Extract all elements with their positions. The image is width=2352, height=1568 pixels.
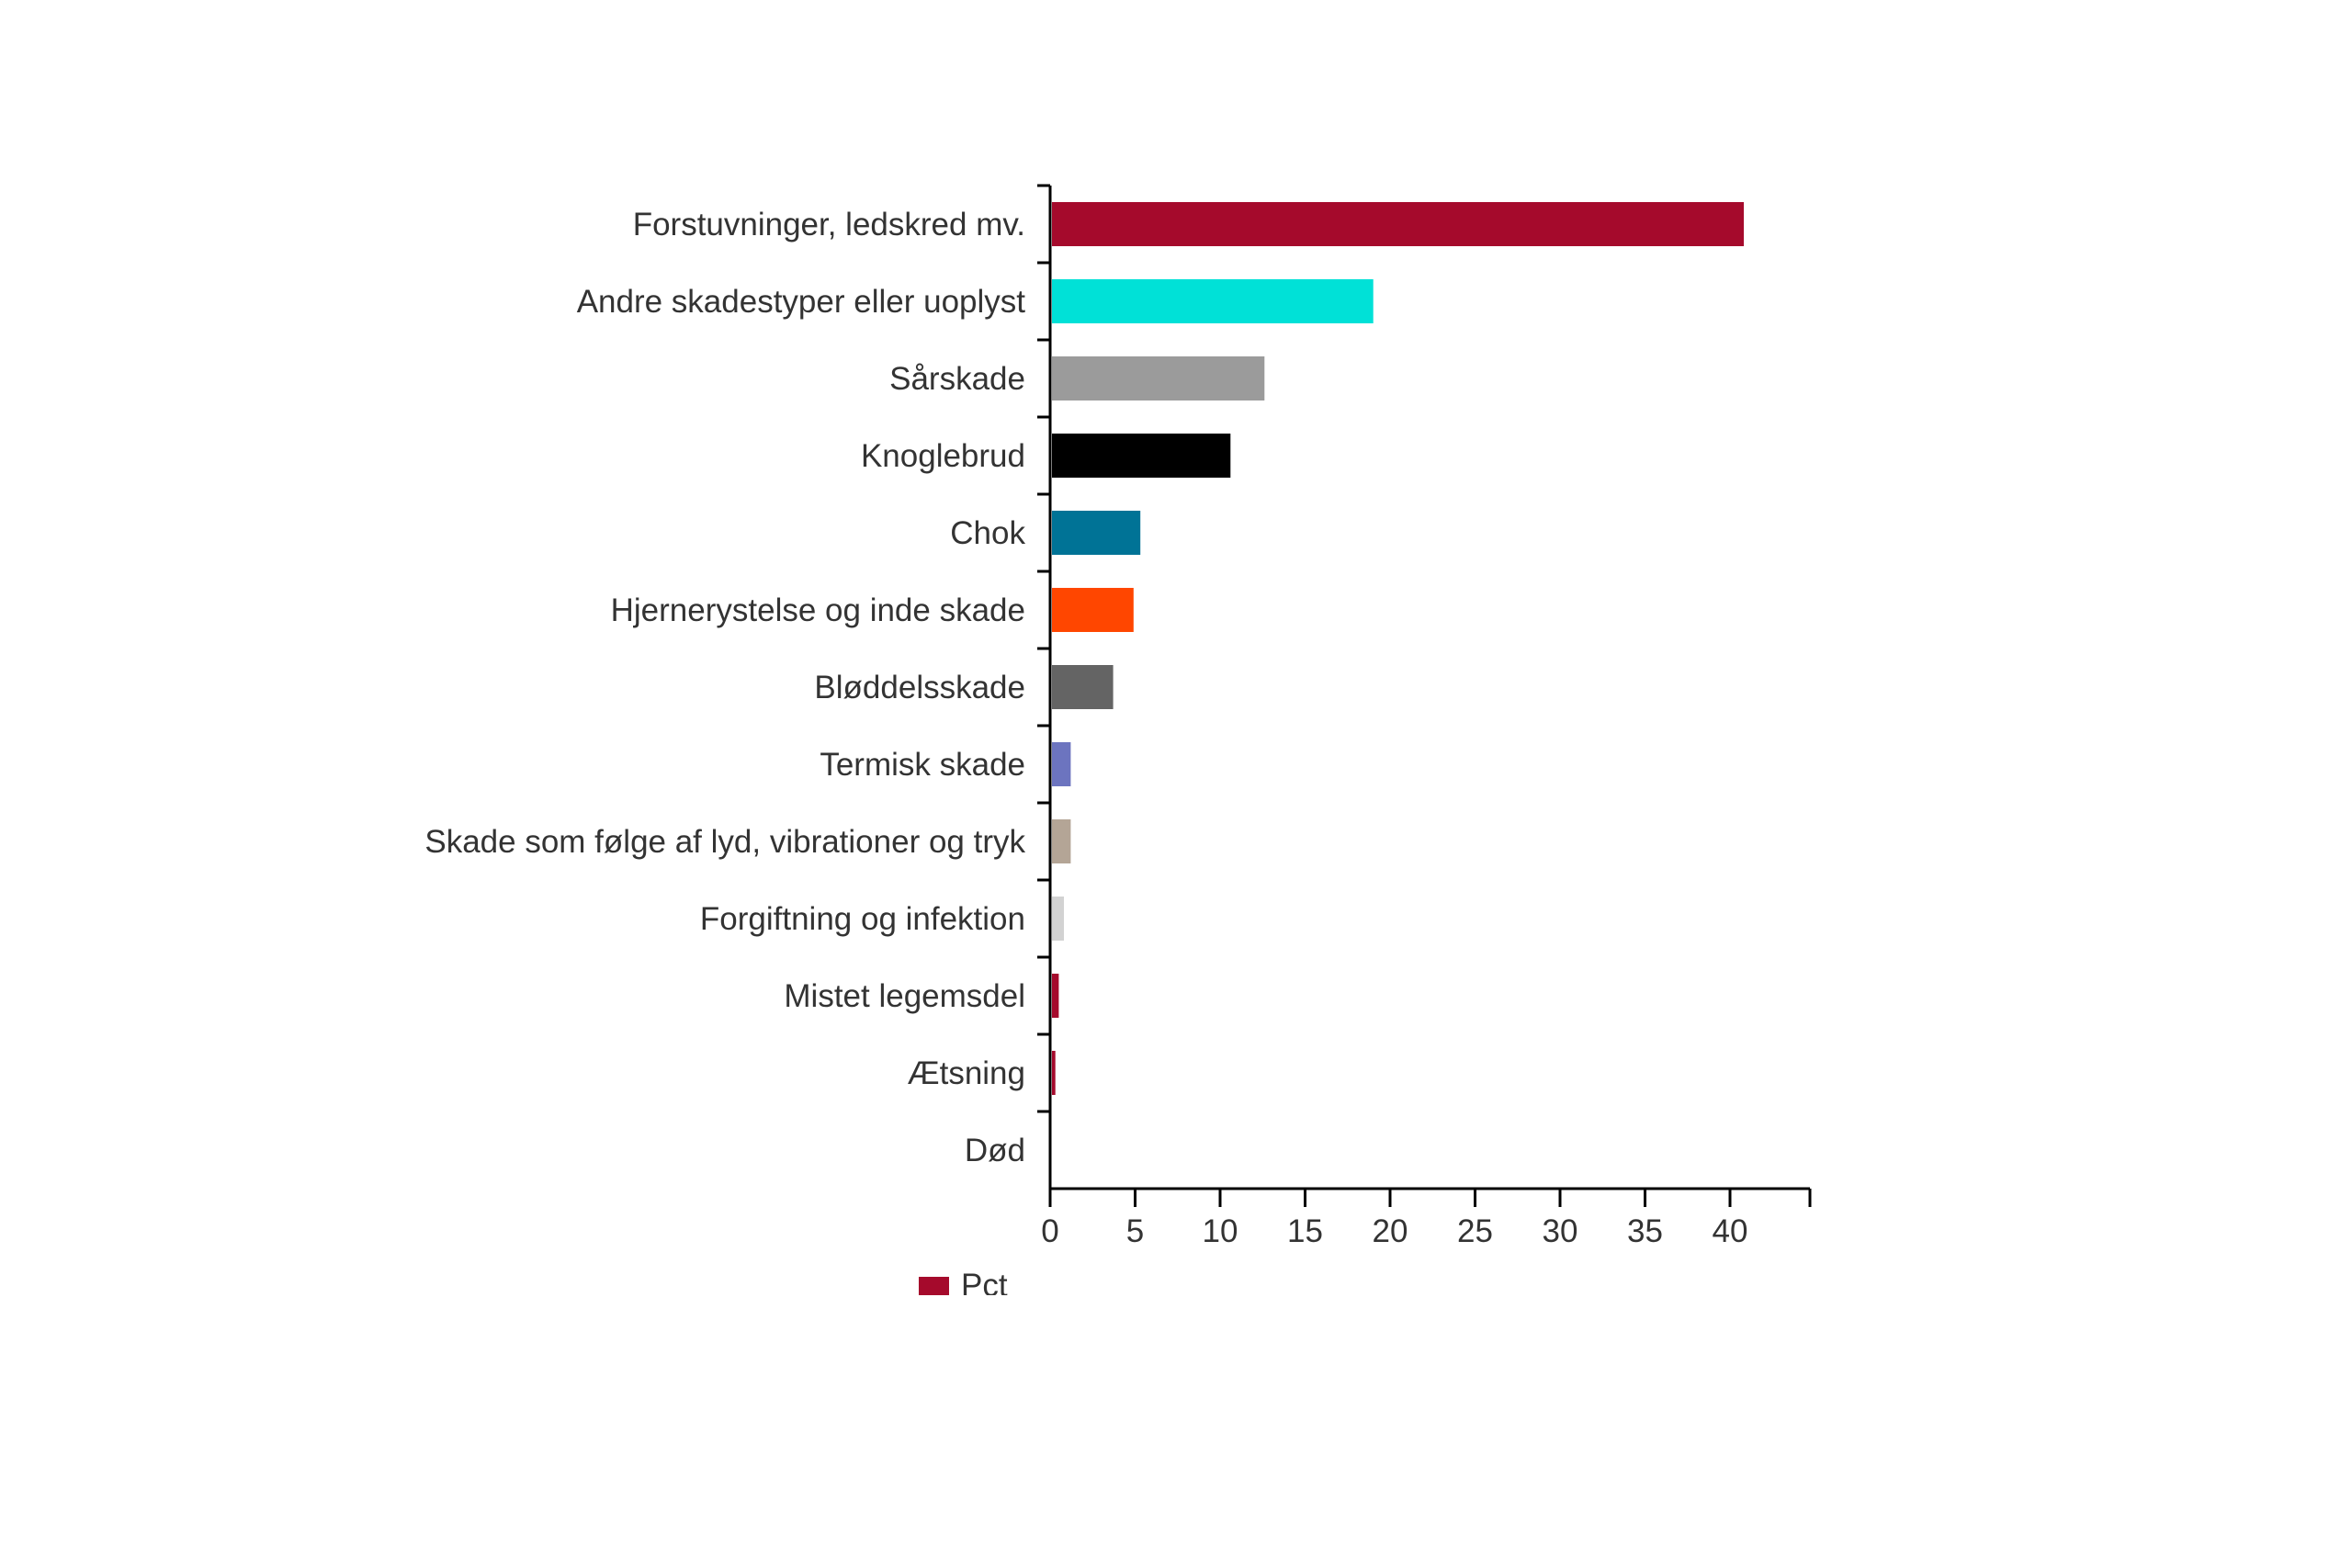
bar-7[interactable] — [1052, 742, 1071, 786]
category-label-3: Knoglebrud — [861, 438, 1025, 474]
category-label-1: Andre skadestyper eller uoplyst — [577, 284, 1026, 320]
x-tick-labels: 0 5 10 15 20 25 30 35 40 — [1041, 1213, 1747, 1249]
x-tick-label-6: 30 — [1543, 1213, 1578, 1249]
legend: Pct — [919, 1249, 1194, 1295]
bars-group — [1052, 202, 1744, 1095]
category-label-4: Chok — [950, 515, 1025, 551]
legend-swatch — [919, 1277, 949, 1295]
category-label-7: Termisk skade — [820, 747, 1025, 783]
legend-item[interactable]: Pct — [919, 1269, 1008, 1295]
category-label-10: Mistet legemsdel — [784, 978, 1025, 1014]
bar-11[interactable] — [1052, 1051, 1056, 1095]
category-label-11: Ætsning — [908, 1055, 1025, 1091]
x-tick-label-2: 10 — [1203, 1213, 1238, 1249]
bar-5[interactable] — [1052, 588, 1134, 632]
x-tick-label-3: 15 — [1287, 1213, 1323, 1249]
bar-9[interactable] — [1052, 897, 1064, 941]
category-label-8: Skade som følge af lyd, vibrationer og t… — [424, 824, 1025, 860]
bar-6[interactable] — [1052, 665, 1114, 709]
bar-4[interactable] — [1052, 511, 1141, 555]
x-tick-label-8: 40 — [1713, 1213, 1748, 1249]
category-label-2: Sårskade — [889, 361, 1025, 397]
category-label-5: Hjernerystelse og inde skade — [611, 592, 1025, 628]
category-labels: Forstuvninger, ledskred mv. Andre skadest… — [424, 207, 1025, 1168]
bar-1[interactable] — [1052, 279, 1374, 323]
bar-3[interactable] — [1052, 434, 1231, 478]
bar-2[interactable] — [1052, 356, 1265, 400]
category-label-0: Forstuvninger, ledskred mv. — [633, 207, 1025, 243]
bar-10[interactable] — [1052, 974, 1059, 1018]
axes-group — [1037, 184, 1812, 1207]
x-tick-label-7: 35 — [1627, 1213, 1663, 1249]
x-tick-label-1: 5 — [1126, 1213, 1144, 1249]
category-label-12: Død — [965, 1133, 1025, 1168]
x-tick-label-0: 0 — [1041, 1213, 1058, 1249]
x-tick-label-4: 20 — [1373, 1213, 1408, 1249]
x-tick-label-5: 25 — [1457, 1213, 1493, 1249]
bar-0[interactable] — [1052, 202, 1744, 246]
legend-label: Pct — [961, 1268, 1008, 1296]
category-label-6: Bløddelsskade — [814, 670, 1025, 705]
bar-8[interactable] — [1052, 819, 1071, 863]
category-label-9: Forgiftning og infektion — [700, 901, 1025, 937]
